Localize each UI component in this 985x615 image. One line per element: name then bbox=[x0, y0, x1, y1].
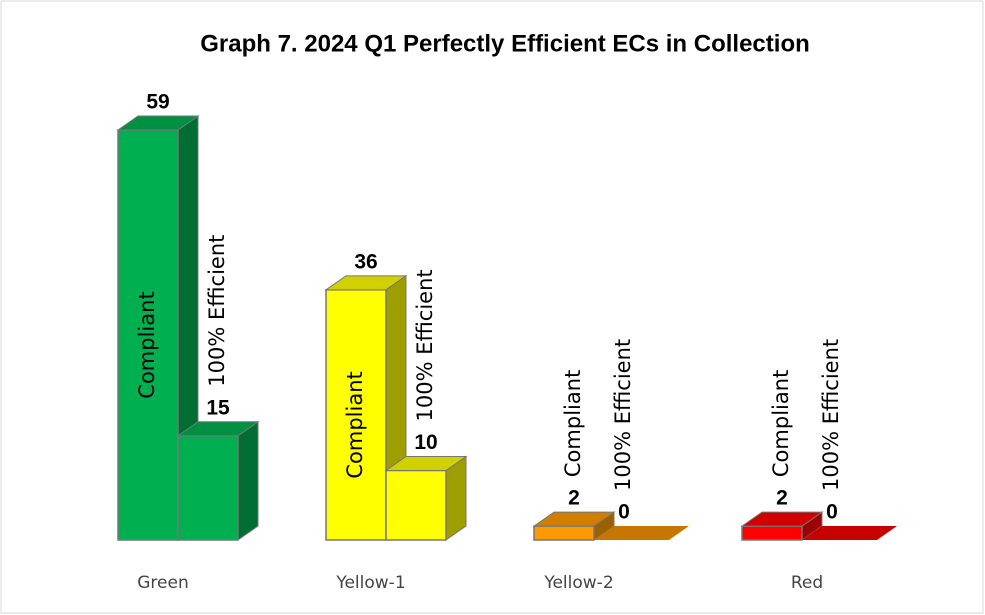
series-label: Compliant bbox=[561, 370, 585, 477]
bar-front bbox=[741, 525, 803, 541]
data-label: 0 bbox=[618, 501, 630, 524]
data-label: 2 bbox=[568, 487, 580, 510]
series-label: 100% Efficient bbox=[205, 235, 229, 387]
series-label: Compliant bbox=[343, 371, 367, 478]
series-label: 100% Efficient bbox=[413, 269, 437, 421]
bar bbox=[802, 526, 897, 540]
bar-top bbox=[802, 526, 897, 540]
bar-top bbox=[324, 275, 408, 291]
data-label: 2 bbox=[776, 487, 788, 510]
bar bbox=[384, 455, 468, 541]
bar-top bbox=[176, 421, 260, 437]
data-label: 10 bbox=[414, 431, 437, 454]
bar-front bbox=[533, 525, 595, 541]
series-label: Compliant bbox=[135, 291, 159, 398]
x-tick-label: Red bbox=[791, 573, 823, 593]
x-tick-label: Green bbox=[137, 573, 188, 593]
data-label: 59 bbox=[146, 91, 169, 114]
data-label: 36 bbox=[354, 250, 377, 273]
x-tick-label: Yellow-1 bbox=[335, 573, 405, 593]
chart-title: Graph 7. 2024 Q1 Perfectly Efficient ECs… bbox=[200, 30, 810, 57]
data-label: 15 bbox=[206, 396, 230, 419]
data-label: 0 bbox=[826, 501, 838, 524]
bar-front bbox=[117, 129, 179, 541]
bar-front bbox=[177, 435, 239, 541]
bar-top bbox=[384, 456, 468, 472]
bar-front bbox=[385, 469, 447, 541]
series-label: Compliant bbox=[769, 370, 793, 477]
bar bbox=[176, 420, 260, 541]
bar bbox=[740, 511, 824, 541]
bar-top bbox=[116, 115, 200, 131]
bar-side bbox=[237, 420, 259, 541]
bar-top bbox=[740, 511, 824, 527]
bar-side bbox=[445, 455, 467, 541]
bar bbox=[594, 526, 689, 540]
bar-top bbox=[532, 511, 616, 527]
series-label: 100% Efficient bbox=[819, 339, 843, 491]
bar-top bbox=[594, 526, 689, 540]
series-label: 100% Efficient bbox=[611, 339, 635, 491]
x-tick-label: Yellow-2 bbox=[543, 573, 613, 593]
bar-front bbox=[325, 289, 387, 541]
